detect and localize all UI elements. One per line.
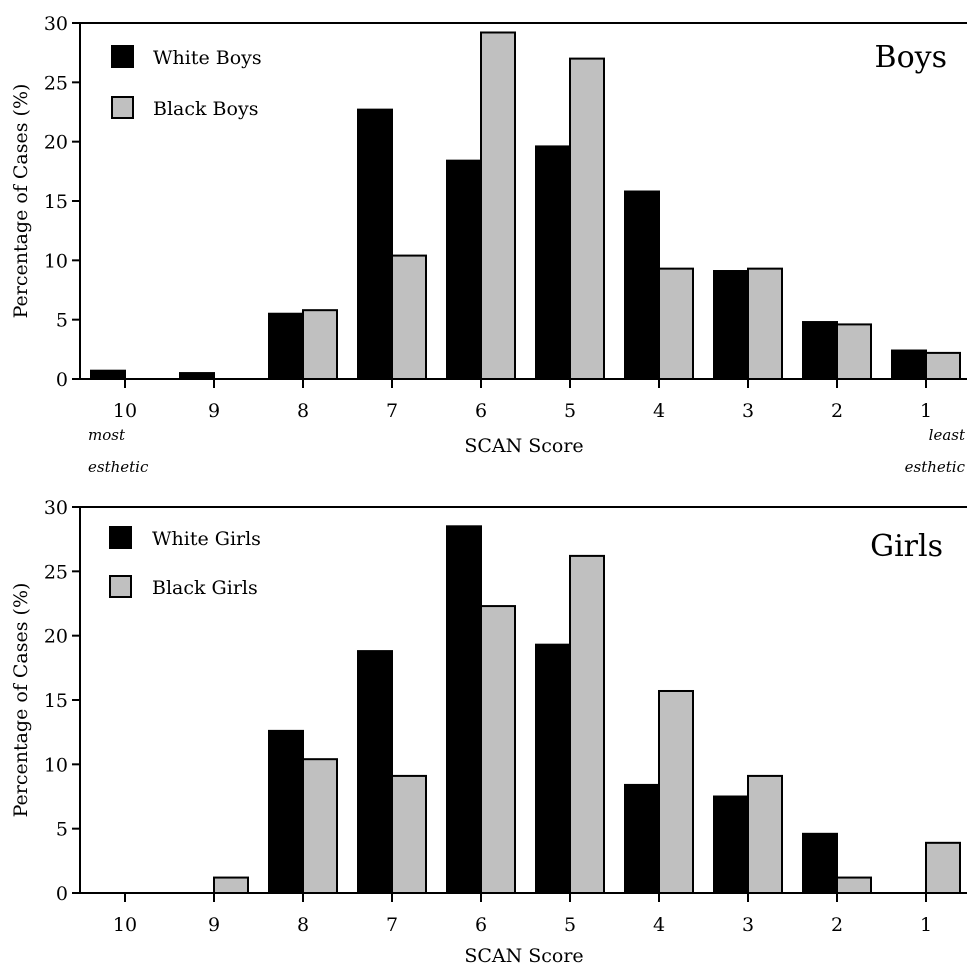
girls-bar-black-girls-8 (302, 758, 338, 894)
girls-chart-panel: 0 5 10 15 20 25 30 10 9 8 7 6 5 4 3 2 1 Percentage of C… (10, 497, 967, 967)
boys-y-axis-label: Percentage of Cases (%) (10, 84, 32, 319)
boys-x-tick-label: 7 (386, 400, 398, 422)
girls-bars (213, 525, 961, 895)
boys-bar-white-boys-8 (268, 312, 304, 381)
boys-bar-white-boys-6 (446, 159, 482, 380)
girls-x-tick-label: 4 (653, 914, 665, 936)
girls-x-tick-label: 3 (742, 914, 754, 936)
girls-bar-black-girls-1 (925, 841, 961, 895)
boys-bar-black-boys-6 (480, 31, 516, 380)
legend-swatch-white-boys (111, 45, 134, 68)
legend-swatch-white-girls (109, 526, 132, 549)
boys-bar-white-boys-2 (802, 321, 838, 381)
boys-bar-white-boys-5 (535, 145, 571, 380)
boys-bar-white-boys-3 (713, 270, 749, 380)
legend-label-black-girls: Black Girls (152, 577, 258, 599)
boys-legend: White Boys Black Boys (111, 45, 262, 120)
girls-x-tick-label: 6 (475, 914, 487, 936)
girls-x-tick-label: 7 (386, 914, 398, 936)
legend-label-black-boys: Black Boys (153, 98, 258, 120)
boys-x-tick-label: 8 (297, 400, 309, 422)
girls-bar-black-girls-6 (480, 605, 516, 894)
girls-bar-black-girls-9 (213, 876, 249, 894)
girls-bar-black-girls-4 (658, 689, 694, 895)
boys-y-axis: 0 5 10 15 20 25 30 (44, 13, 80, 391)
girls-bar-black-girls-3 (747, 774, 783, 894)
note-esthetic-right: esthetic (905, 458, 966, 476)
girls-y-tick-label: 30 (44, 497, 68, 519)
boys-y-tick-label: 25 (44, 72, 68, 94)
legend-label-white-boys: White Boys (153, 47, 262, 69)
girls-y-axis: 0 5 10 15 20 25 30 (44, 497, 80, 905)
boys-x-tick-label: 5 (564, 400, 576, 422)
girls-bar-white-girls-5 (535, 643, 571, 894)
girls-x-tick-label: 1 (920, 914, 932, 936)
boys-bar-black-boys-8 (302, 309, 338, 381)
boys-bar-black-boys-5 (569, 57, 605, 380)
girls-y-tick-label: 10 (44, 754, 68, 776)
legend-label-white-girls: White Girls (152, 528, 261, 550)
boys-bar-black-boys-2 (836, 323, 872, 380)
girls-panel-title: Girls (870, 529, 943, 564)
girls-bar-black-girls-5 (569, 554, 605, 894)
boys-x-tick-label: 3 (742, 400, 754, 422)
girls-x-axis: 10 9 8 7 6 5 4 3 2 1 (113, 893, 932, 936)
boys-y-tick-label: 0 (56, 369, 68, 391)
boys-bars (90, 31, 961, 381)
girls-bar-white-girls-7 (357, 650, 393, 895)
boys-y-tick-label: 30 (44, 13, 68, 35)
girls-y-tick-label: 15 (44, 690, 68, 712)
boys-panel-title: Boys (875, 40, 947, 75)
girls-y-tick-label: 0 (56, 883, 68, 905)
girls-y-tick-label: 5 (56, 819, 68, 841)
boys-y-tick-label: 5 (56, 310, 68, 332)
girls-x-tick-label: 8 (297, 914, 309, 936)
boys-x-tick-label: 2 (831, 400, 843, 422)
boys-chart-panel: 0 5 10 15 20 25 30 10 9 8 7 6 5 4 3 2 1 Percentage of C… (10, 13, 967, 476)
note-esthetic-left: esthetic (88, 458, 149, 476)
boys-x-tick-label: 10 (113, 400, 137, 422)
girls-bar-white-girls-6 (446, 525, 482, 894)
boys-bar-black-boys-4 (658, 267, 694, 381)
girls-legend: White Girls Black Girls (109, 526, 261, 599)
girls-bar-white-girls-2 (802, 832, 838, 895)
boys-y-tick-label: 10 (44, 250, 68, 272)
boys-x-tick-label: 1 (920, 400, 932, 422)
boys-bar-black-boys-1 (925, 351, 961, 381)
boys-x-axis-label: SCAN Score (464, 435, 583, 457)
note-least: least (929, 426, 966, 444)
girls-x-axis-label: SCAN Score (464, 945, 583, 967)
boys-x-tick-label: 4 (653, 400, 665, 422)
legend-swatch-black-girls (109, 575, 132, 598)
boys-bar-white-boys-4 (624, 190, 660, 380)
girls-x-tick-label: 5 (564, 914, 576, 936)
boys-bar-white-boys-7 (357, 108, 393, 380)
boys-x-axis: 10 9 8 7 6 5 4 3 2 1 (113, 379, 932, 422)
girls-bar-white-girls-4 (624, 783, 660, 894)
girls-bar-black-girls-7 (391, 774, 427, 894)
boys-bar-black-boys-7 (391, 254, 427, 380)
girls-x-tick-label: 9 (208, 914, 220, 936)
boys-bar-black-boys-3 (747, 267, 783, 381)
girls-y-axis-label: Percentage of Cases (%) (10, 583, 32, 818)
boys-x-tick-label: 6 (475, 400, 487, 422)
girls-x-tick-label: 10 (113, 914, 137, 936)
girls-y-tick-label: 25 (44, 561, 68, 583)
boys-x-tick-label: 9 (208, 400, 220, 422)
boys-bar-white-boys-1 (891, 349, 927, 380)
girls-bar-black-girls-2 (836, 876, 872, 894)
boys-y-tick-label: 15 (44, 191, 68, 213)
boys-bar-white-boys-10 (90, 369, 126, 380)
girls-bar-white-girls-3 (713, 795, 749, 894)
girls-x-tick-label: 2 (831, 914, 843, 936)
girls-y-tick-label: 20 (44, 626, 68, 648)
boys-y-tick-label: 20 (44, 132, 68, 154)
note-most: most (88, 426, 126, 444)
legend-swatch-black-boys (111, 96, 134, 119)
girls-bar-white-girls-8 (268, 729, 304, 894)
